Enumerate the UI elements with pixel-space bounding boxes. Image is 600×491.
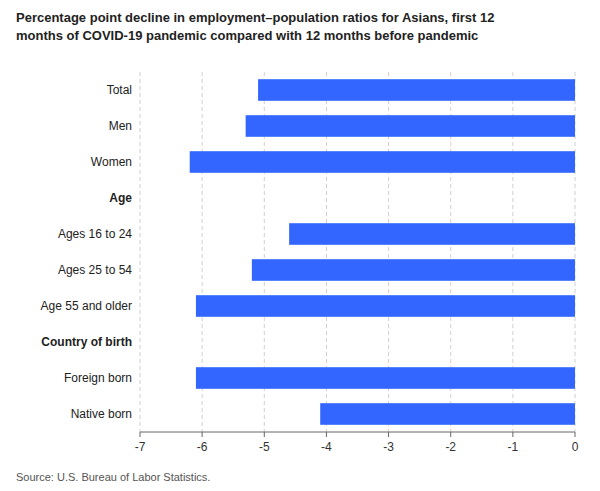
x-axis: -7 -6 -5 -4 -3 -2 -1 0 xyxy=(135,432,579,454)
bars xyxy=(190,79,575,425)
grid xyxy=(140,72,575,432)
x-tick xyxy=(264,432,265,437)
x-tick-label: 0 xyxy=(572,440,579,454)
x-tick-label: -1 xyxy=(508,440,519,454)
x-tick xyxy=(575,432,576,437)
bar xyxy=(196,367,575,389)
y-tick-label: Ages 25 to 54 xyxy=(58,263,132,277)
y-tick-label: Foreign born xyxy=(64,371,132,385)
bar xyxy=(320,403,575,425)
x-tick xyxy=(140,432,141,437)
x-tick-label: -6 xyxy=(197,440,208,454)
title-line: months of COVID-19 pandemic compared wit… xyxy=(16,28,478,43)
title: Percentage point decline in employment–p… xyxy=(16,10,494,43)
x-tick xyxy=(450,432,451,437)
title-line: Percentage point decline in employment–p… xyxy=(16,10,494,25)
y-tick-label: Age xyxy=(109,191,132,205)
x-axis-line xyxy=(140,432,575,433)
x-tick xyxy=(388,432,389,437)
x-tick-label: -3 xyxy=(383,440,394,454)
chart-svg: Percentage point decline in employment–p… xyxy=(0,0,600,491)
bar xyxy=(246,115,575,137)
y-axis: Total Men Women Age Ages 16 to 24 Ages 25 to … xyxy=(41,83,133,421)
x-tick-label: -4 xyxy=(321,440,332,454)
x-tick-label: -7 xyxy=(135,440,146,454)
x-tick xyxy=(512,432,513,437)
bar xyxy=(196,295,575,317)
x-tick-label: -2 xyxy=(445,440,456,454)
bar xyxy=(258,79,575,101)
y-tick-label: Native born xyxy=(71,407,132,421)
y-tick-label: Age 55 and older xyxy=(41,299,132,313)
grid-line xyxy=(140,72,141,432)
bar xyxy=(289,223,575,245)
x-tick xyxy=(202,432,203,437)
x-tick xyxy=(326,432,327,437)
y-tick-label: Ages 16 to 24 xyxy=(58,227,132,241)
chart-container: Percentage point decline in employment–p… xyxy=(0,0,600,491)
source: Source: U.S. Bureau of Labor Statistics. xyxy=(16,471,210,483)
x-tick-label: -5 xyxy=(259,440,270,454)
y-tick-label: Country of birth xyxy=(41,335,132,349)
bar xyxy=(190,151,575,173)
y-tick-label: Women xyxy=(91,155,132,169)
bar xyxy=(252,259,575,281)
y-tick-label: Men xyxy=(109,119,132,133)
y-tick-label: Total xyxy=(107,83,132,97)
